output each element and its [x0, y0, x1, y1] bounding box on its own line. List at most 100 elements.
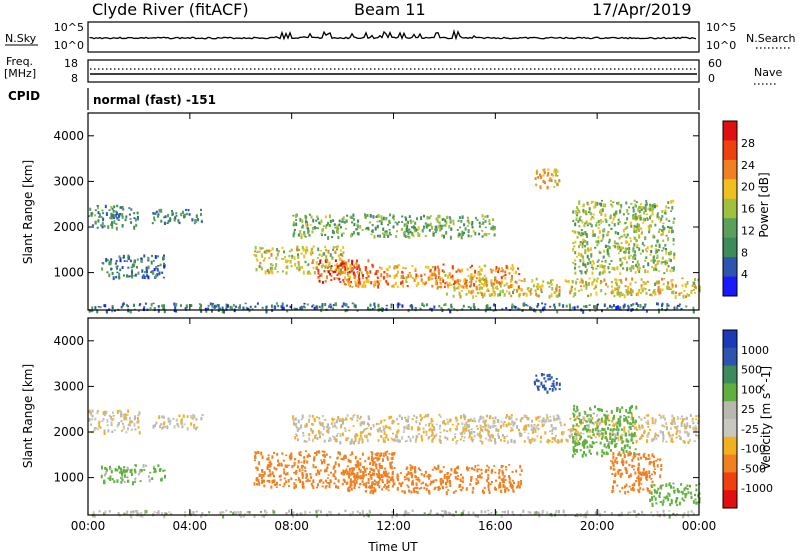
echo-cell — [366, 427, 369, 430]
echo-cell — [321, 303, 324, 307]
echo-cell — [601, 208, 604, 212]
echo-cell — [628, 450, 631, 454]
echo-cell — [321, 450, 324, 453]
echo-cell — [603, 413, 606, 417]
echo-cell — [369, 303, 372, 307]
echo-cell — [462, 304, 465, 308]
echo-cell — [643, 416, 646, 419]
echo-cell — [333, 421, 336, 426]
echo-cell — [628, 291, 631, 295]
echo-cell — [499, 283, 502, 288]
echo-cell — [145, 266, 148, 270]
echo-cell — [322, 265, 325, 267]
echo-cell — [450, 227, 453, 231]
echo-cell — [518, 273, 521, 275]
echo-cell — [129, 259, 132, 263]
echo-cell — [414, 486, 417, 489]
echo-cell — [355, 281, 358, 286]
echo-cell — [668, 510, 671, 512]
echo-cell — [352, 271, 355, 276]
echo-cell — [311, 251, 314, 255]
echo-cell — [460, 233, 463, 236]
echo-cell — [574, 263, 577, 266]
echo-cell — [311, 262, 314, 264]
velocity-colorbar-frame — [722, 329, 738, 509]
echo-cell — [572, 424, 575, 427]
echo-cell — [698, 497, 701, 500]
echo-cell — [432, 233, 435, 237]
echo-cell — [631, 421, 634, 426]
echo-cell — [333, 224, 336, 226]
echo-cell — [470, 436, 473, 441]
echo-cell — [300, 418, 303, 421]
echo-cell — [577, 220, 580, 223]
echo-cell — [388, 426, 391, 429]
echo-cell — [377, 282, 380, 286]
echo-cell — [390, 437, 393, 440]
power-ytick-label: 3000 — [53, 174, 84, 188]
echo-cell — [648, 457, 651, 460]
echo-cell — [405, 228, 408, 233]
echo-cell — [373, 461, 376, 464]
echo-cell — [366, 422, 369, 425]
power-colorbar-tick: 16 — [741, 203, 755, 216]
echo-cell — [347, 258, 350, 263]
echo-cell — [526, 417, 529, 420]
echo-cell — [648, 230, 651, 234]
echo-cell — [350, 281, 353, 284]
echo-cell — [323, 225, 325, 227]
echo-cell — [550, 173, 553, 176]
echo-cell — [429, 483, 432, 486]
echo-cell — [461, 480, 464, 483]
echo-cell — [644, 303, 647, 306]
echo-cell — [415, 416, 418, 419]
echo-cell — [494, 486, 496, 491]
echo-cell — [397, 423, 400, 425]
echo-cell — [587, 202, 590, 206]
echo-cell — [649, 224, 652, 228]
echo-cell — [420, 278, 423, 282]
echo-cell — [386, 274, 389, 277]
echo-cell — [554, 179, 557, 184]
echo-cell — [586, 234, 589, 238]
echo-cell — [630, 412, 633, 415]
echo-cell — [694, 425, 697, 428]
echo-cell — [621, 458, 624, 463]
echo-cell — [488, 219, 491, 223]
echo-cell — [612, 304, 615, 308]
echo-cell — [620, 460, 623, 464]
echo-cell — [138, 431, 141, 435]
echo-cell — [438, 304, 441, 308]
echo-cell — [603, 303, 606, 308]
echo-cell — [293, 471, 296, 474]
echo-cell — [405, 280, 408, 283]
echo-cell — [123, 474, 126, 478]
echo-cell — [582, 416, 585, 420]
echo-cell — [341, 265, 344, 269]
echo-cell — [475, 285, 478, 290]
echo-cell — [610, 306, 613, 309]
echo-cell — [346, 414, 349, 417]
echo-cell — [472, 229, 475, 233]
echo-cell — [321, 461, 323, 465]
echo-cell — [632, 214, 635, 216]
echo-cell — [359, 462, 362, 467]
echo-cell — [381, 475, 384, 479]
echo-cell — [163, 421, 166, 425]
echo-cell — [585, 280, 588, 285]
echo-cell — [152, 212, 155, 215]
echo-cell — [275, 256, 278, 260]
echo-cell — [635, 225, 638, 228]
echo-cell — [578, 225, 581, 228]
echo-cell — [389, 213, 392, 217]
echo-cell — [304, 510, 307, 515]
echo-cell — [384, 230, 387, 234]
echo-cell — [380, 452, 383, 457]
echo-cell — [115, 275, 118, 279]
echo-cell — [119, 409, 122, 413]
echo-cell — [421, 417, 424, 420]
echo-cell — [344, 470, 346, 474]
nsky-tick-bottom: 10^0 — [54, 39, 84, 52]
echo-cell — [480, 223, 483, 225]
echo-cell — [369, 215, 372, 218]
